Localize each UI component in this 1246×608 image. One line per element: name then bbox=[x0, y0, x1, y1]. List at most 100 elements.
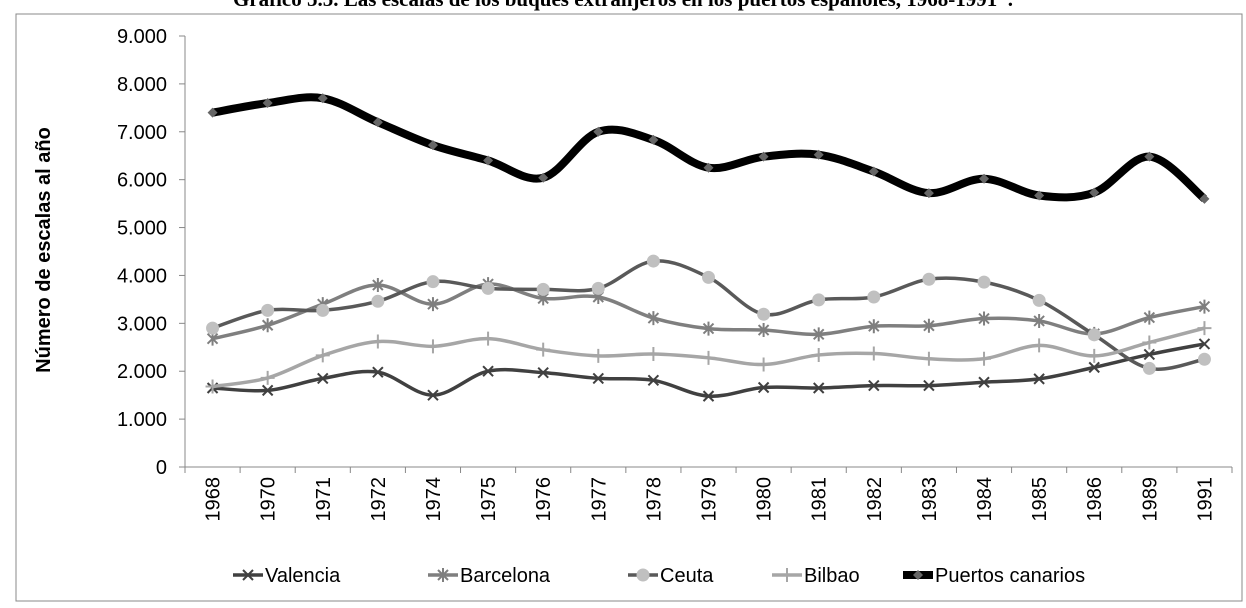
x-tick-label: 1977 bbox=[588, 477, 610, 522]
x-tick-label: 1982 bbox=[864, 477, 886, 522]
marker bbox=[1087, 348, 1102, 363]
marker bbox=[372, 117, 383, 128]
marker bbox=[261, 318, 274, 333]
marker bbox=[315, 348, 330, 363]
marker bbox=[317, 372, 329, 385]
marker bbox=[1144, 151, 1155, 162]
marker bbox=[922, 272, 936, 286]
y-tick-label: 2.000 bbox=[117, 361, 167, 383]
marker bbox=[316, 303, 330, 317]
marker bbox=[537, 366, 549, 379]
marker bbox=[1198, 299, 1211, 314]
marker bbox=[647, 311, 660, 326]
marker bbox=[702, 390, 715, 402]
legend-label: Bilbao bbox=[804, 565, 860, 587]
x-tick-label: 1970 bbox=[258, 477, 280, 522]
marker bbox=[482, 365, 494, 377]
marker bbox=[636, 568, 650, 582]
marker bbox=[593, 126, 604, 137]
marker bbox=[261, 303, 275, 317]
marker bbox=[867, 290, 881, 304]
y-tick-label: 9.000 bbox=[117, 26, 167, 48]
x-tick-label: 1989 bbox=[1139, 477, 1161, 522]
marker bbox=[1197, 321, 1212, 336]
marker bbox=[812, 293, 826, 307]
chart-frame bbox=[15, 13, 1243, 602]
x-tick-label: 1976 bbox=[533, 477, 555, 522]
marker bbox=[756, 357, 771, 372]
chart-title: Gráfico 5.5. Las escalas de los buques e… bbox=[233, 0, 1013, 11]
marker bbox=[262, 98, 273, 109]
marker bbox=[1034, 190, 1045, 201]
y-axis-label: Número de escalas al año bbox=[33, 127, 55, 373]
x-tick-label: 1979 bbox=[699, 477, 721, 522]
marker bbox=[646, 254, 660, 268]
marker bbox=[205, 379, 220, 394]
marker bbox=[979, 173, 990, 184]
x-tick-label: 1968 bbox=[203, 477, 225, 522]
y-tick-label: 7.000 bbox=[117, 122, 167, 144]
marker bbox=[1197, 352, 1211, 366]
x-tick-label: 1980 bbox=[754, 477, 776, 522]
y-tick-label: 3.000 bbox=[117, 313, 167, 335]
marker bbox=[813, 327, 825, 342]
marker bbox=[591, 348, 606, 363]
marker bbox=[702, 270, 715, 284]
marker bbox=[437, 568, 449, 582]
marker bbox=[1087, 328, 1101, 342]
marker bbox=[1143, 310, 1156, 325]
marker bbox=[702, 321, 715, 336]
marker bbox=[206, 321, 220, 335]
marker bbox=[538, 172, 549, 183]
y-tick-label: 6.000 bbox=[117, 170, 167, 192]
marker bbox=[483, 155, 494, 166]
x-tick-label: 1984 bbox=[974, 477, 996, 522]
marker bbox=[1032, 293, 1046, 307]
x-tick-label: 1986 bbox=[1084, 477, 1106, 522]
x-tick-label: 1978 bbox=[643, 477, 665, 522]
marker bbox=[703, 162, 714, 173]
marker bbox=[592, 372, 604, 385]
marker bbox=[647, 374, 660, 387]
marker bbox=[481, 281, 495, 295]
marker bbox=[701, 350, 716, 365]
marker bbox=[426, 275, 440, 289]
marker bbox=[757, 307, 771, 321]
marker bbox=[372, 366, 384, 378]
marker bbox=[260, 370, 275, 385]
y-tick-label: 1.000 bbox=[117, 409, 167, 431]
marker bbox=[813, 149, 824, 160]
x-tick-label: 1974 bbox=[423, 477, 445, 522]
marker bbox=[481, 331, 496, 346]
x-tick-label: 1991 bbox=[1194, 477, 1216, 522]
marker bbox=[868, 319, 880, 334]
legend-label: Puertos canarios bbox=[935, 565, 1085, 587]
legend-label: Valencia bbox=[265, 565, 341, 587]
legend-label: Barcelona bbox=[460, 565, 551, 587]
marker bbox=[242, 569, 254, 581]
marker bbox=[1033, 313, 1045, 328]
x-tick-label: 1972 bbox=[368, 477, 390, 522]
marker bbox=[1088, 361, 1100, 374]
marker bbox=[868, 166, 879, 177]
marker bbox=[1142, 361, 1156, 375]
marker bbox=[1089, 187, 1100, 198]
marker bbox=[811, 347, 826, 362]
marker bbox=[371, 294, 385, 308]
marker bbox=[425, 339, 440, 354]
legend-label: Ceuta bbox=[660, 565, 714, 587]
marker bbox=[780, 568, 794, 582]
marker bbox=[427, 297, 439, 312]
marker bbox=[913, 570, 923, 580]
series-line bbox=[211, 93, 1208, 202]
marker bbox=[757, 381, 770, 394]
marker bbox=[207, 107, 218, 118]
marker bbox=[372, 278, 384, 293]
marker bbox=[591, 281, 605, 295]
y-tick-label: 4.000 bbox=[117, 265, 167, 287]
marker bbox=[921, 351, 936, 366]
marker bbox=[427, 389, 439, 401]
x-tick-label: 1985 bbox=[1029, 477, 1051, 522]
x-tick-label: 1983 bbox=[919, 477, 941, 522]
